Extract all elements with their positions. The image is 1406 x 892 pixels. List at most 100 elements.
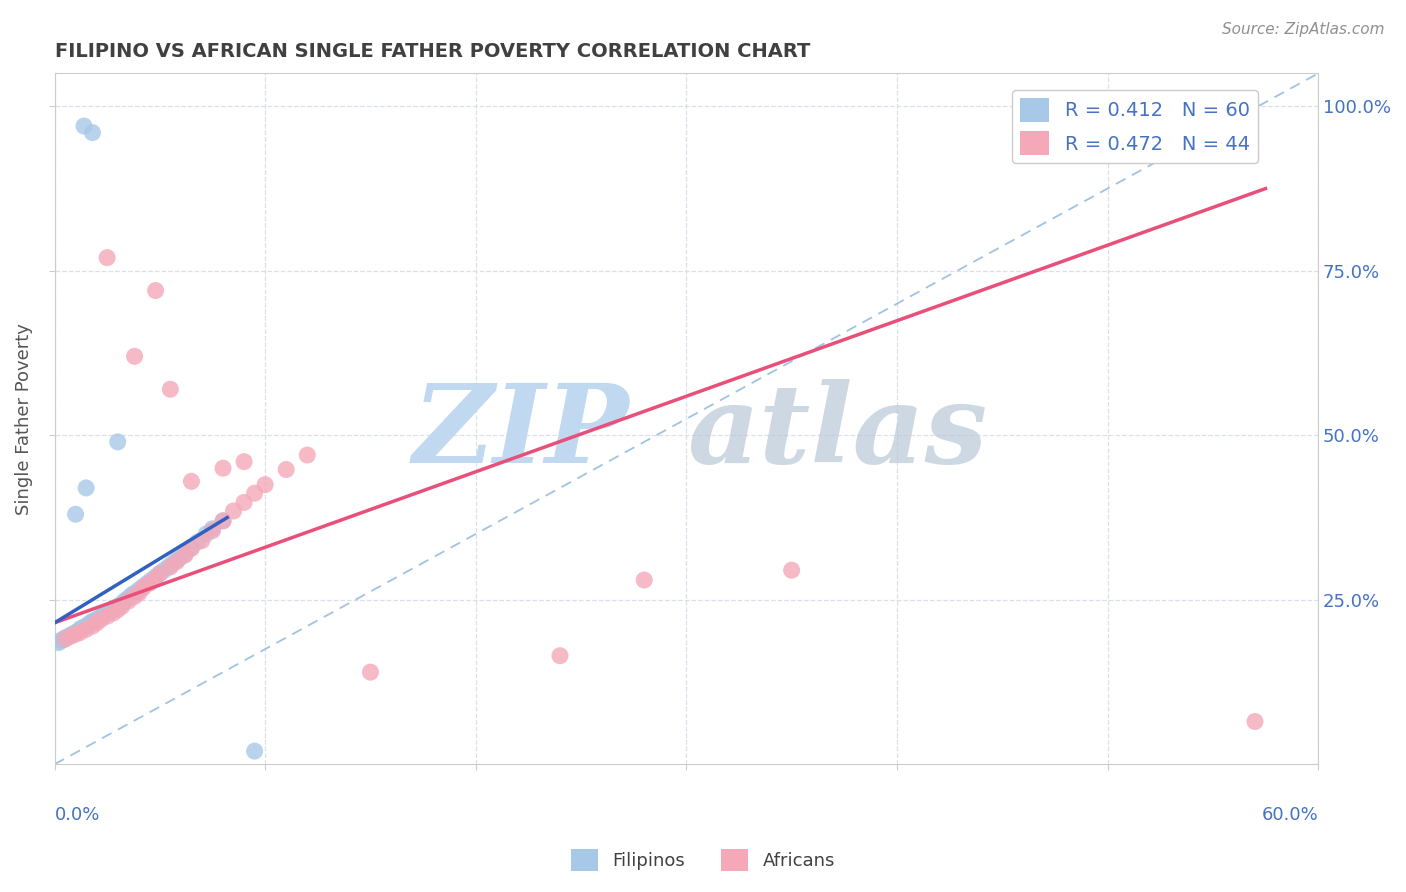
Point <box>174 547 197 561</box>
Point <box>96 609 118 624</box>
Point <box>62 627 84 641</box>
Text: atlas: atlas <box>688 379 988 486</box>
Point <box>75 623 97 637</box>
Text: Source: ZipAtlas.com: Source: ZipAtlas.com <box>1222 22 1385 37</box>
Point <box>87 611 110 625</box>
Point <box>91 608 114 623</box>
Text: ZIP: ZIP <box>413 379 630 486</box>
Point <box>117 594 139 608</box>
Text: 0.0%: 0.0% <box>55 805 100 823</box>
Point <box>166 553 188 567</box>
Point <box>159 382 181 396</box>
Point <box>149 566 172 581</box>
Point <box>53 632 76 647</box>
Point <box>117 591 139 606</box>
Point <box>60 627 83 641</box>
Point <box>166 555 188 569</box>
Point <box>49 633 72 648</box>
Point <box>124 349 146 363</box>
Point <box>48 635 70 649</box>
Point <box>254 477 277 491</box>
Point <box>145 570 167 584</box>
Point <box>212 514 235 528</box>
Point <box>159 560 181 574</box>
Point <box>212 514 235 528</box>
Point <box>222 504 245 518</box>
Point <box>70 621 93 635</box>
Point <box>149 566 172 581</box>
Point <box>132 581 155 595</box>
Point <box>170 549 193 564</box>
Point <box>112 595 135 609</box>
Legend: R = 0.412   N = 60, R = 0.472   N = 44: R = 0.412 N = 60, R = 0.472 N = 44 <box>1012 90 1258 162</box>
Point <box>86 615 108 630</box>
Point <box>83 614 105 628</box>
Point <box>128 586 150 600</box>
Point <box>633 573 655 587</box>
Point <box>1244 714 1267 729</box>
Point <box>77 617 100 632</box>
Point <box>65 508 87 522</box>
Text: FILIPINO VS AFRICAN SINGLE FATHER POVERTY CORRELATION CHART: FILIPINO VS AFRICAN SINGLE FATHER POVERT… <box>55 42 810 61</box>
Text: 60.0%: 60.0% <box>1261 805 1319 823</box>
Point <box>359 665 381 680</box>
Point <box>132 580 155 594</box>
Point <box>82 126 104 140</box>
Point <box>243 744 266 758</box>
Point <box>69 623 91 637</box>
Point <box>111 599 134 614</box>
Point <box>98 605 121 619</box>
Point <box>162 557 184 571</box>
Point <box>180 541 202 556</box>
Point <box>187 534 209 549</box>
Point <box>56 630 79 644</box>
Point <box>212 461 235 475</box>
Point <box>233 495 256 509</box>
Point <box>121 588 143 602</box>
Point <box>153 563 176 577</box>
Point <box>141 573 163 587</box>
Point <box>548 648 571 663</box>
Point <box>90 613 112 627</box>
Point <box>145 284 167 298</box>
Point <box>96 606 118 620</box>
Point <box>100 603 122 617</box>
Point <box>191 533 214 548</box>
Point <box>69 625 91 640</box>
Point <box>103 606 125 620</box>
Point <box>780 563 803 577</box>
Point <box>124 590 146 604</box>
Point <box>82 615 104 629</box>
Point <box>180 475 202 489</box>
Point <box>82 619 104 633</box>
Point <box>128 582 150 597</box>
Legend: Filipinos, Africans: Filipinos, Africans <box>564 842 842 879</box>
Point <box>60 629 83 643</box>
Point <box>174 548 197 562</box>
Point <box>73 119 96 133</box>
Point <box>157 560 180 574</box>
Point <box>53 631 76 645</box>
Point <box>66 624 89 639</box>
Point <box>104 600 127 615</box>
Point <box>103 601 125 615</box>
Point <box>96 251 118 265</box>
Point <box>75 481 97 495</box>
Point <box>73 620 96 634</box>
Point <box>107 602 129 616</box>
Point <box>201 522 224 536</box>
Point <box>79 615 101 630</box>
Point <box>297 448 319 462</box>
Point <box>201 524 224 538</box>
Point <box>136 576 159 591</box>
Point <box>65 625 87 640</box>
Point <box>86 613 108 627</box>
Point <box>195 527 218 541</box>
Point <box>243 486 266 500</box>
Point <box>138 576 160 591</box>
Point <box>107 434 129 449</box>
Point <box>276 462 298 476</box>
Point <box>65 627 87 641</box>
Point <box>107 599 129 614</box>
Point <box>124 586 146 600</box>
